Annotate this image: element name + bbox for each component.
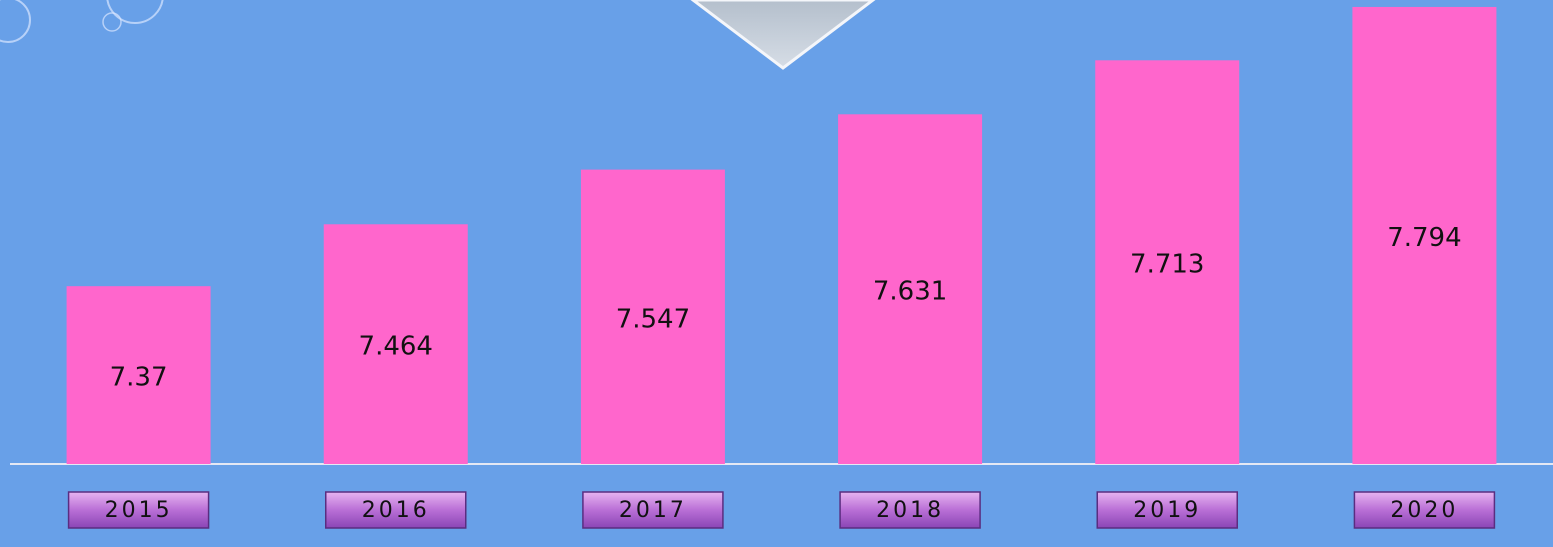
value-label: 7.37	[110, 363, 168, 393]
chart: 2015 7.37 2016 7.464 2017 7.547 2018 7.631 2019 7…	[0, 0, 1553, 547]
value-label: 7.713	[1130, 250, 1204, 280]
x-tick-label: 2020	[1390, 498, 1458, 523]
value-label: 7.547	[616, 304, 690, 334]
x-tick-label: 2019	[1133, 498, 1201, 523]
x-tick-label: 2017	[619, 498, 687, 523]
x-tick-label: 2018	[876, 498, 944, 523]
value-label: 7.794	[1387, 223, 1461, 253]
x-tick-label: 2015	[105, 498, 173, 523]
value-label: 7.464	[359, 332, 433, 362]
x-tick-label: 2016	[362, 498, 430, 523]
value-label: 7.631	[873, 277, 947, 307]
